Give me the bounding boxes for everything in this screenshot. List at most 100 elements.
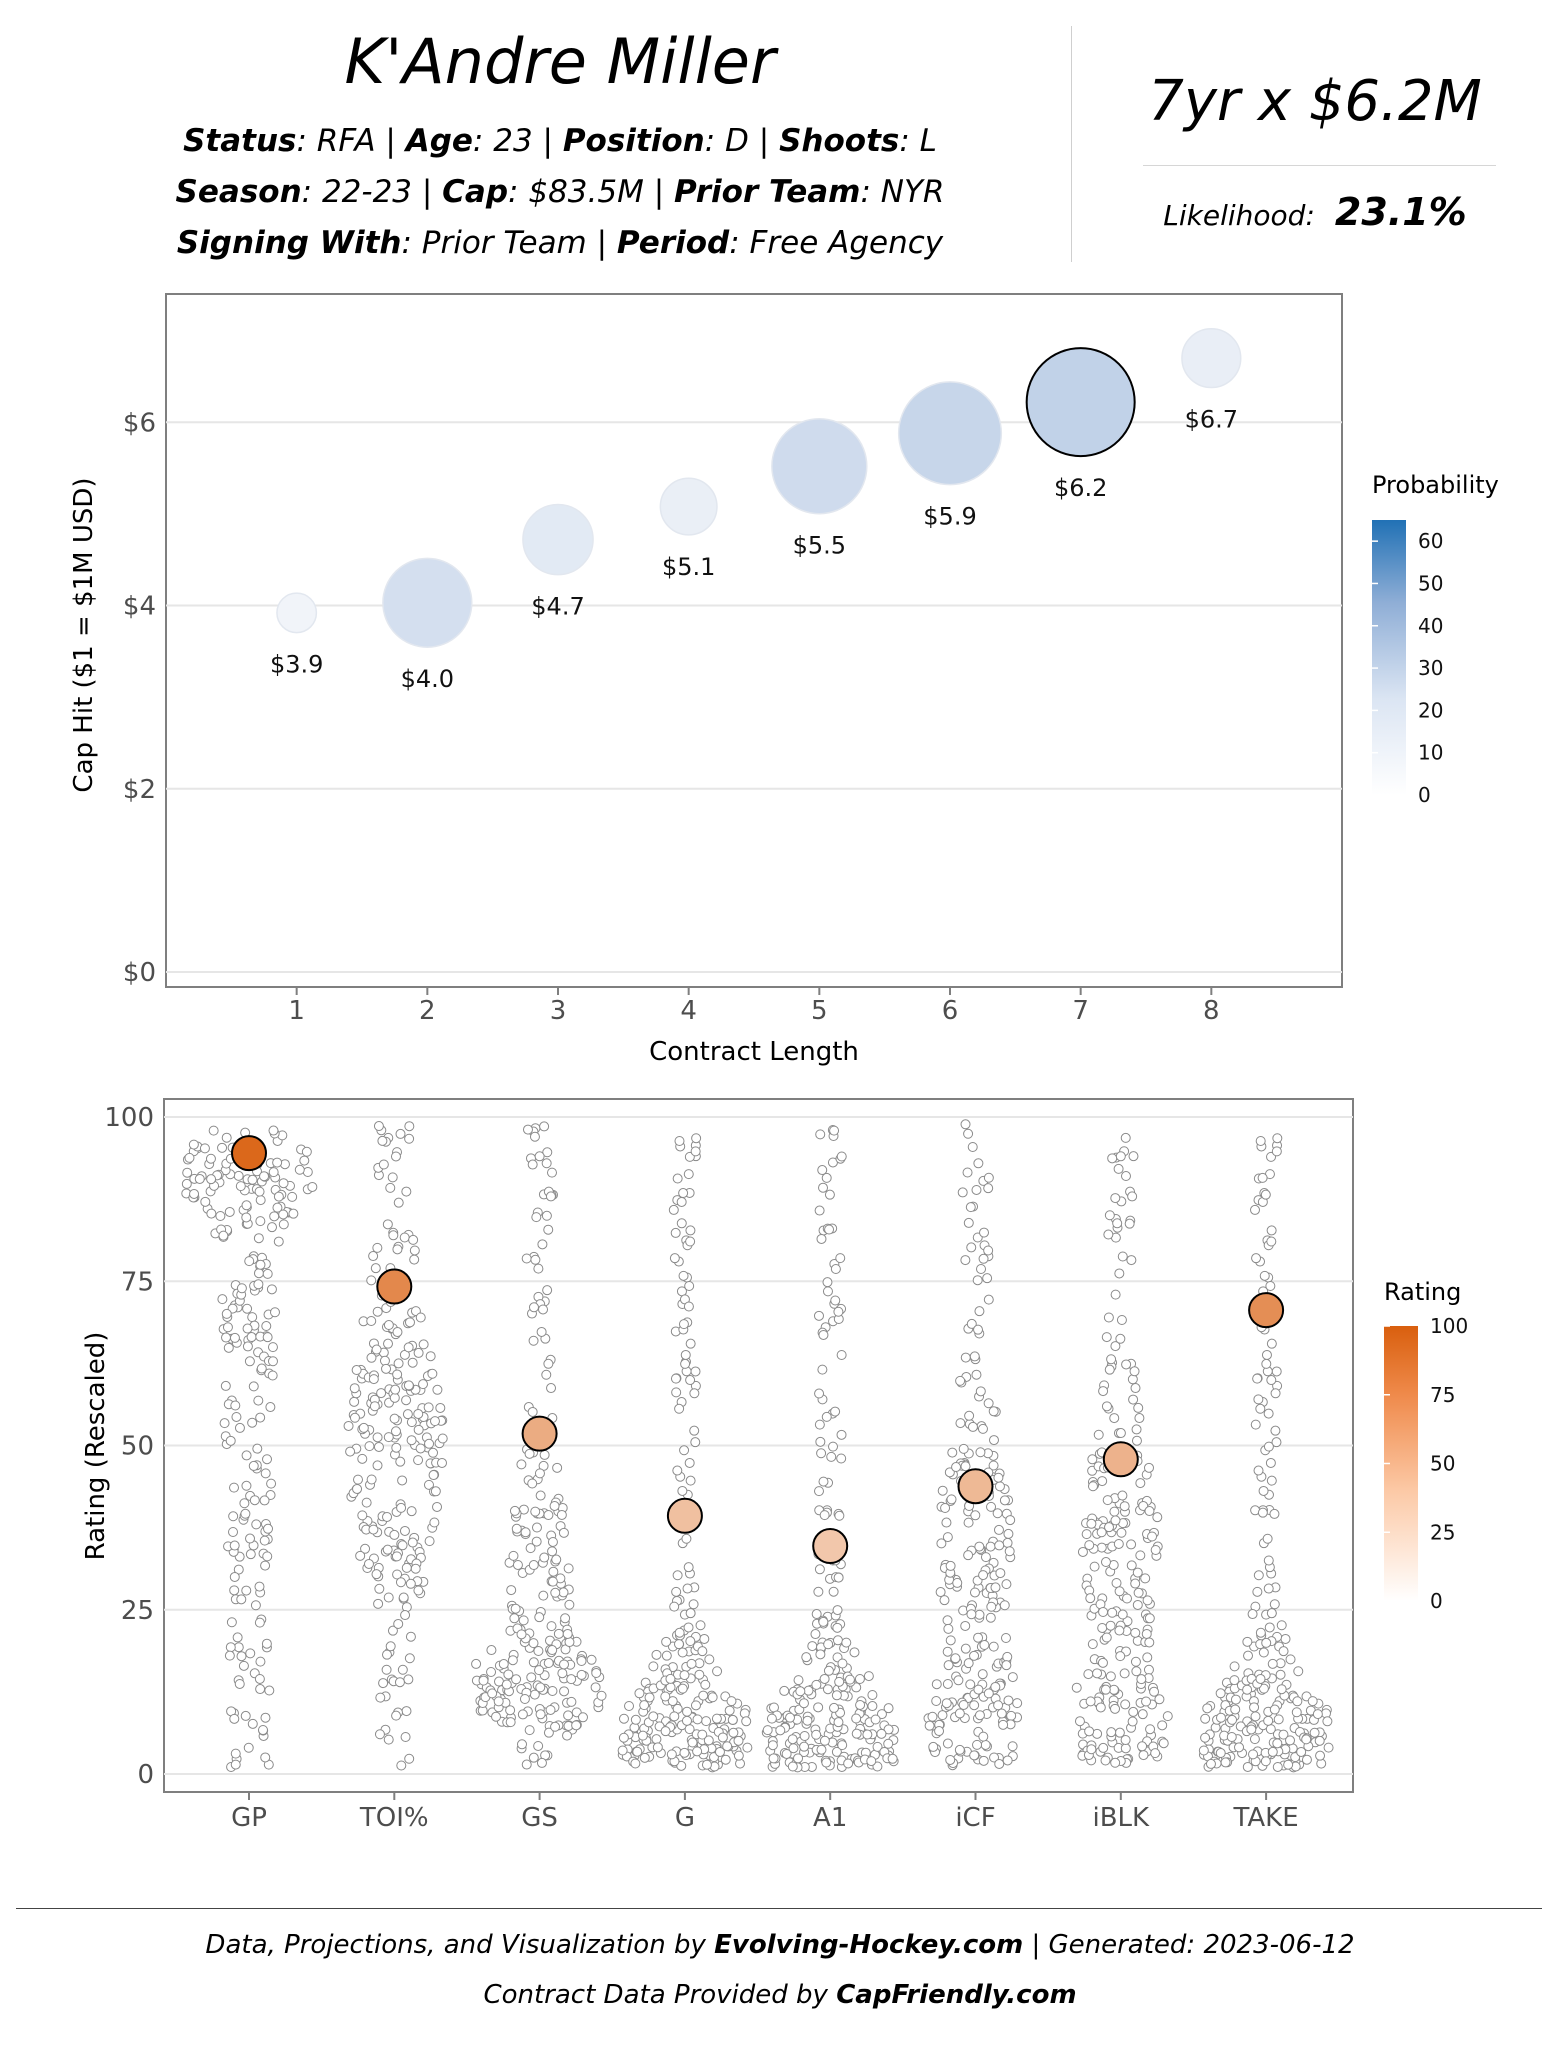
league-rating-dot (436, 1457, 447, 1468)
league-rating-dot (351, 1365, 362, 1376)
league-rating-dot (524, 1725, 535, 1736)
league-rating-dot (963, 1550, 974, 1561)
league-rating-dot (1120, 1132, 1131, 1143)
league-rating-dot (1100, 1684, 1111, 1695)
league-rating-dot (571, 1720, 582, 1731)
league-rating-dot (672, 1465, 683, 1476)
league-rating-dot (1113, 1163, 1124, 1174)
league-rating-dot (244, 1256, 255, 1267)
league-rating-dot (399, 1232, 410, 1243)
league-rating-dot (994, 1758, 1005, 1769)
league-rating-dot (371, 1344, 382, 1355)
footer-divider (16, 1908, 1542, 1909)
league-rating-dot (430, 1486, 441, 1497)
league-rating-dot (810, 1629, 821, 1640)
league-rating-dot (815, 1436, 826, 1447)
league-rating-dot (379, 1355, 390, 1366)
league-rating-dot (566, 1674, 577, 1685)
league-rating-dot (1322, 1716, 1333, 1727)
league-rating-dot (262, 1268, 273, 1279)
league-rating-dot (960, 1352, 971, 1363)
bubble-x-tick-label: 6 (942, 996, 959, 1026)
league-rating-dot (1102, 1495, 1113, 1506)
league-rating-dot (1004, 1546, 1015, 1557)
league-rating-dot (1001, 1660, 1012, 1671)
league-rating-dot (1120, 1171, 1131, 1182)
league-rating-dot (701, 1716, 712, 1727)
league-rating-dot (511, 1523, 522, 1534)
league-rating-dot (1087, 1481, 1098, 1492)
capfriendly-link[interactable]: CapFriendly.com (836, 1980, 1077, 2010)
league-rating-dot (671, 1586, 682, 1597)
league-rating-dot (1272, 1761, 1283, 1772)
league-rating-dot (1116, 1527, 1127, 1538)
rating-legend-ticks: 100 75 50 25 0 (1384, 1314, 1468, 1613)
league-rating-dot (998, 1719, 1009, 1730)
league-rating-dot (733, 1735, 744, 1746)
league-rating-dot (836, 1151, 847, 1162)
league-rating-dot (234, 1422, 245, 1433)
league-rating-dot (1215, 1748, 1226, 1759)
league-rating-dot (533, 1263, 544, 1274)
league-rating-dot (229, 1585, 240, 1596)
league-rating-dot (1242, 1636, 1253, 1647)
league-rating-dot (680, 1349, 691, 1360)
league-rating-dot (1101, 1401, 1112, 1412)
league-rating-dot (542, 1285, 553, 1296)
player-rating-point (1248, 1292, 1285, 1329)
league-rating-dot (245, 1549, 256, 1560)
league-rating-dot (243, 1742, 254, 1753)
league-rating-dot (1136, 1674, 1147, 1685)
league-rating-dot (669, 1601, 680, 1612)
evolving-hockey-link[interactable]: Evolving-Hockey.com (714, 1930, 1024, 1960)
league-rating-dot (219, 1418, 230, 1429)
league-rating-dot (1242, 1761, 1253, 1772)
league-rating-dot (630, 1758, 641, 1769)
player-rating-point (666, 1497, 703, 1534)
league-rating-dot (1258, 1485, 1269, 1496)
league-rating-dot (1100, 1557, 1111, 1568)
league-rating-dot (1097, 1622, 1108, 1633)
league-rating-dot (547, 1645, 558, 1656)
league-rating-dot (1229, 1661, 1240, 1672)
rating-y-tick-label: 75 (121, 1267, 154, 1297)
league-rating-dot (1124, 1218, 1135, 1229)
league-rating-dot (1134, 1413, 1145, 1424)
league-rating-dot (267, 1370, 278, 1381)
league-rating-dot (836, 1453, 847, 1464)
league-rating-dot (978, 1731, 989, 1742)
league-rating-dot (1002, 1537, 1013, 1548)
league-rating-dot (1003, 1695, 1014, 1706)
league-rating-dot (834, 1510, 845, 1521)
bubble-y-tick-label: $2 (123, 775, 156, 805)
footer-line2-prefix: Contract Data Provided by (483, 1980, 837, 2010)
league-rating-dot (665, 1673, 676, 1684)
league-rating-dot (538, 1304, 549, 1315)
league-rating-dot (511, 1674, 522, 1685)
league-rating-dot (1117, 1490, 1128, 1501)
league-rating-dot (547, 1685, 558, 1696)
league-rating-dot (969, 1650, 980, 1661)
league-rating-dot (273, 1236, 284, 1247)
league-rating-dot (1272, 1133, 1283, 1144)
league-rating-dot (246, 1332, 257, 1343)
league-rating-dot (498, 1659, 509, 1670)
bubble-x-tick-label: 1 (288, 996, 305, 1026)
league-rating-dot (973, 1632, 984, 1643)
bubble-chart-x-axis-title: Contract Length (649, 1037, 859, 1067)
league-rating-dot (983, 1398, 994, 1409)
league-rating-dot (924, 1720, 935, 1731)
league-rating-dot (564, 1637, 575, 1648)
league-rating-dot (644, 1692, 655, 1703)
league-rating-dot (273, 1191, 284, 1202)
league-rating-dot (1147, 1531, 1158, 1542)
league-rating-dot (954, 1744, 965, 1755)
league-rating-dot (966, 1609, 977, 1620)
league-rating-dot (549, 1500, 560, 1511)
league-rating-dot (1307, 1696, 1318, 1707)
league-rating-dot (373, 1441, 384, 1452)
league-rating-dot (946, 1494, 957, 1505)
league-rating-dot (372, 1460, 383, 1471)
league-rating-dot (1111, 1577, 1122, 1588)
league-rating-dot (404, 1317, 415, 1328)
